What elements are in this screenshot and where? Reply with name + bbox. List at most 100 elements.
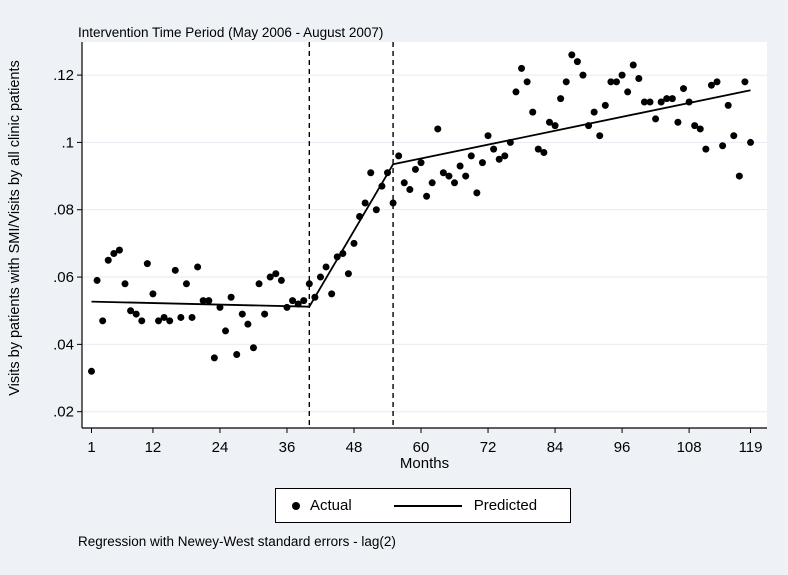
actual-point: [121, 280, 129, 288]
actual-point: [696, 125, 704, 133]
actual-point: [557, 95, 565, 103]
actual-marker-icon: [292, 501, 300, 510]
actual-point: [423, 192, 431, 200]
y-tick-label: .06: [53, 269, 74, 286]
actual-point: [417, 159, 425, 167]
legend-label-actual: Actual: [310, 497, 352, 514]
actual-point: [222, 327, 230, 335]
actual-point: [160, 313, 168, 321]
footnote: Regression with Newey-West standard erro…: [78, 534, 396, 549]
actual-point: [138, 317, 146, 325]
actual-point: [540, 149, 548, 157]
actual-point: [478, 159, 486, 167]
actual-point: [283, 303, 291, 311]
actual-point: [719, 142, 727, 150]
actual-point: [596, 132, 604, 140]
actual-point: [199, 297, 207, 305]
actual-point: [590, 108, 598, 116]
actual-point: [724, 101, 732, 109]
actual-point: [495, 155, 503, 163]
actual-point: [233, 350, 241, 358]
plot-background: [82, 42, 767, 428]
actual-point: [171, 266, 179, 274]
actual-point: [579, 71, 587, 79]
y-tick-label: .1: [61, 134, 74, 151]
actual-point: [640, 98, 648, 106]
actual-point: [227, 293, 235, 301]
chart-title: Intervention Time Period (May 2006 - Aug…: [78, 25, 384, 40]
actual-point: [367, 169, 375, 177]
actual-point: [601, 101, 609, 109]
actual-point: [635, 74, 643, 82]
actual-point: [713, 78, 721, 86]
actual-point: [216, 303, 224, 311]
y-tick-label: .08: [53, 202, 74, 219]
actual-point: [406, 186, 414, 194]
actual-point: [400, 179, 408, 187]
actual-point: [110, 249, 118, 257]
actual-point: [361, 199, 369, 207]
actual-point: [316, 273, 324, 281]
actual-point: [289, 297, 297, 305]
actual-point: [350, 239, 358, 247]
x-tick-label: 119: [739, 439, 763, 456]
actual-point: [523, 78, 531, 86]
actual-point: [205, 297, 213, 305]
x-tick-label: 24: [212, 439, 229, 456]
actual-point: [395, 152, 403, 160]
actual-point: [277, 276, 285, 284]
actual-point: [238, 310, 246, 318]
actual-point: [188, 313, 196, 321]
y-tick-label: .04: [53, 336, 74, 353]
x-axis-title: Months: [399, 455, 450, 472]
predicted-line-icon: [393, 504, 462, 507]
actual-point: [411, 165, 419, 173]
actual-point: [573, 58, 581, 66]
x-tick-label: 60: [413, 439, 430, 456]
actual-point: [249, 344, 257, 352]
y-tick-label: .12: [53, 67, 74, 84]
actual-point: [551, 122, 559, 130]
actual-point: [439, 169, 447, 177]
actual-point: [607, 78, 615, 86]
y-axis-title: Visits by patients with SMI/Visits by al…: [7, 60, 23, 396]
x-tick-label: 1: [87, 439, 95, 456]
actual-point: [506, 138, 514, 146]
actual-point: [529, 108, 537, 116]
actual-point: [356, 212, 364, 220]
actual-point: [445, 172, 453, 180]
actual-point: [545, 118, 553, 126]
actual-point: [702, 145, 710, 153]
actual-point: [272, 270, 280, 278]
actual-point: [210, 354, 218, 362]
actual-point: [629, 61, 637, 69]
actual-point: [674, 118, 682, 126]
actual-point: [467, 152, 475, 160]
actual-point: [266, 273, 274, 281]
actual-point: [143, 260, 151, 268]
x-tick-label: 36: [279, 439, 296, 456]
actual-point: [339, 249, 347, 257]
actual-point: [322, 263, 330, 271]
actual-point: [490, 145, 498, 153]
actual-point: [585, 122, 593, 130]
actual-point: [680, 85, 688, 93]
actual-point: [300, 297, 308, 305]
actual-point: [182, 280, 190, 288]
actual-point: [255, 280, 263, 288]
x-tick-label: 48: [346, 439, 363, 456]
actual-point: [104, 256, 112, 264]
actual-point: [328, 290, 336, 298]
y-tick-label: .02: [53, 404, 74, 421]
actual-point: [451, 179, 459, 187]
actual-point: [512, 88, 520, 96]
actual-point: [612, 78, 620, 86]
x-tick-label: 108: [677, 439, 702, 456]
actual-point: [624, 88, 632, 96]
actual-point: [747, 138, 755, 146]
actual-point: [741, 78, 749, 86]
actual-point: [484, 132, 492, 140]
actual-point: [473, 189, 481, 197]
actual-point: [311, 293, 319, 301]
actual-point: [166, 317, 174, 325]
